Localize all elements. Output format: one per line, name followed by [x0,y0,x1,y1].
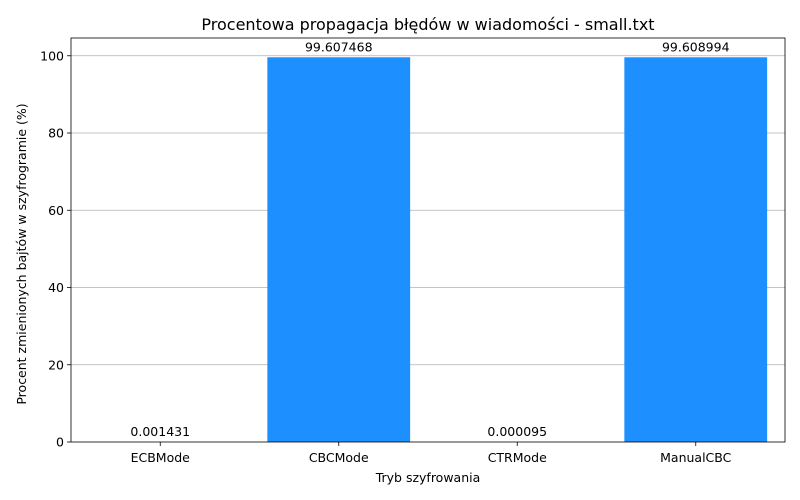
x-axis-label: Tryb szyfrowania [375,470,481,485]
chart-title: Procentowa propagacja błędów w wiadomośc… [201,15,654,34]
x-tick-label: CBCMode [309,450,369,465]
y-tick-label: 0 [56,435,64,450]
y-tick-label: 100 [40,48,64,63]
bars [88,57,768,443]
y-axis-label: Procent zmienionych bajtów w szyfrogrami… [14,103,29,404]
y-axis: 0 20 40 60 80 100 [40,48,71,450]
x-axis: ECBMode CBCMode CTRMode ManualCBC [131,442,732,465]
y-tick-label: 80 [48,126,64,141]
bar-manualcbc [624,57,768,443]
x-tick-label: CTRMode [488,450,547,465]
data-labels: 0.001431 99.607468 0.000095 99.608994 [130,39,729,439]
y-tick-label: 20 [48,357,64,372]
x-tick-label: ECBMode [131,450,191,465]
data-label: 0.000095 [487,424,547,439]
bar-cbcmode [267,57,411,443]
data-label: 0.001431 [130,424,190,439]
plot-frame [70,37,786,443]
x-tick-label: ManualCBC [660,450,732,465]
data-label: 99.607468 [305,39,373,54]
y-tick-label: 40 [48,280,64,295]
y-tick-label: 60 [48,203,64,218]
data-label: 99.608994 [662,39,730,54]
